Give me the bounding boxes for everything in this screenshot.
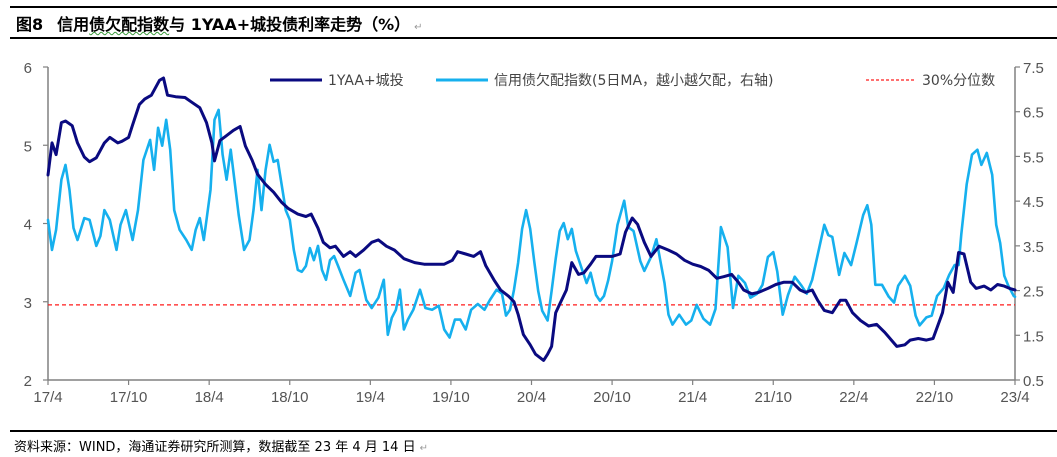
series-line-credit-bond-index	[46, 108, 1017, 339]
series-lines	[46, 76, 1017, 362]
top-rule	[10, 6, 1057, 8]
figure-number: 图8	[16, 15, 44, 34]
figure-title: 图8 信用债欠配指数与 1YAA+城投债利率走势（%） ↵	[16, 11, 423, 35]
x-tick-label: 19/10	[432, 389, 470, 406]
left-tick-label: 3	[24, 295, 32, 312]
right-tick-label: 1.5	[1023, 328, 1044, 345]
x-tick-label: 23/4	[1000, 389, 1029, 406]
x-tick-label: 17/10	[110, 389, 148, 406]
series-line-1yaa-chengtou	[46, 76, 1017, 362]
legend-label-threshold: 30%分位数	[922, 73, 995, 89]
title-suffix: 与 1YAA+城投债利率走势（%）	[169, 15, 411, 34]
right-tick-label: 6.5	[1023, 105, 1044, 122]
right-tick-label: 4.5	[1023, 194, 1044, 211]
legend-label-navy: 1YAA+城投	[328, 73, 404, 89]
left-tick-label: 6	[24, 60, 32, 77]
source-note: 资料来源：WIND，海通证券研究所测算，数据截至 23 年 4 月 14 日 ↵	[14, 436, 428, 455]
chart: 2 3 4 5 6 0.5 1.5 2.5 3.5 4.5 5.5 6.5 7.5 17/4 17/10 18…	[24, 60, 1044, 406]
title-rule	[10, 37, 1057, 39]
paragraph-mark-icon: ↵	[414, 22, 423, 33]
bottom-rule	[10, 430, 1057, 432]
right-tick-label: 0.5	[1023, 373, 1044, 390]
x-tick-label: 18/4	[195, 389, 224, 406]
x-tick-label: 19/4	[356, 389, 385, 406]
legend: 1YAA+城投 信用债欠配指数(5日MA，越小越欠配，右轴) 30%分位数	[270, 73, 995, 89]
right-tick-label: 5.5	[1023, 149, 1044, 166]
x-tick-label: 21/4	[678, 389, 707, 406]
right-tick-label: 3.5	[1023, 239, 1044, 256]
axes: 2 3 4 5 6 0.5 1.5 2.5 3.5 4.5 5.5 6.5 7.5 17/4 17/10 18…	[24, 60, 1044, 406]
title-prefix: 信用	[57, 15, 90, 34]
title-underlined: 债欠配指数	[89, 15, 170, 34]
left-tick-label: 5	[24, 138, 32, 155]
x-tick-label: 18/10	[271, 389, 309, 406]
left-tick-label: 4	[24, 217, 32, 234]
x-tick-label: 22/10	[916, 389, 954, 406]
x-tick-label: 22/4	[839, 389, 868, 406]
x-tick-label: 20/10	[593, 389, 631, 406]
x-tick-label: 20/4	[517, 389, 546, 406]
right-tick-label: 7.5	[1023, 60, 1044, 77]
legend-label-light: 信用债欠配指数(5日MA，越小越欠配，右轴)	[494, 73, 774, 89]
right-tick-label: 2.5	[1023, 284, 1044, 301]
x-tick-label: 21/10	[754, 389, 792, 406]
left-tick-label: 2	[24, 373, 32, 390]
source-text: 资料来源：WIND，海通证券研究所测算，数据截至 23 年 4 月 14 日	[14, 440, 416, 455]
x-tick-label: 17/4	[33, 389, 62, 406]
paragraph-mark-icon: ↵	[419, 443, 428, 454]
